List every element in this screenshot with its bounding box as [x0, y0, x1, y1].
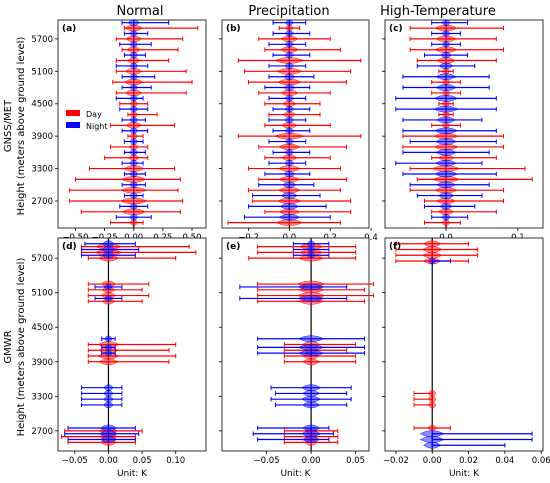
panel-label: (a) [62, 24, 76, 34]
y-tick-label: 4500 [31, 100, 53, 110]
x-tick-label: 0.06 [532, 456, 550, 466]
x-tick-label: 0.02 [459, 456, 478, 466]
panel-label: (e) [226, 242, 240, 252]
legend-day-label: Day [86, 110, 102, 119]
panel-a: −0.50−0.250.000.250.50270033003900450051… [31, 19, 207, 243]
panel-label: (d) [62, 242, 77, 252]
y-tick-label: 5100 [31, 289, 53, 299]
x-tick-label: 0.00 [99, 456, 118, 466]
panel-b: −0.20.00.20.4(b) [219, 19, 378, 243]
y-tick-label: 2700 [31, 427, 53, 437]
y-tick-label: 3300 [31, 165, 53, 175]
y-tick-label: 3300 [31, 392, 53, 402]
x-tick-label: 0.04 [495, 456, 514, 466]
panel-label: (c) [389, 24, 403, 34]
panel-e: −0.05 0.00 0.05 (e) Unit: K [219, 237, 374, 479]
x-tick-label: 0.10 [166, 456, 185, 466]
x-tick-label: 0.05 [133, 456, 152, 466]
column-title-precipitation: Precipitation [248, 4, 329, 19]
y-tick-label: 3900 [31, 358, 53, 368]
x-axis-label: Unit: K [280, 469, 311, 479]
row-label-gmwr: GMWR [3, 330, 14, 363]
x-tick-label: 0.05 [346, 456, 365, 466]
legend: Day Night [66, 110, 108, 131]
panel-label: (f) [389, 242, 401, 252]
row-label-height-bottom: Height (meters above ground level) [16, 258, 27, 437]
legend-night-swatch [66, 122, 80, 128]
column-titles: Normal Precipitation High-Temperature [116, 4, 495, 19]
column-title-high-temperature: High-Temperature [380, 4, 496, 19]
panels: −0.50−0.250.000.250.50270033003900450051… [31, 19, 550, 479]
axes-frame [384, 19, 544, 229]
x-axis-label: Unit: K [449, 469, 480, 479]
column-title-normal: Normal [116, 4, 163, 19]
legend-day-swatch [66, 110, 80, 116]
x-tick-label: 0.4 [364, 233, 378, 243]
y-tick-label: 4500 [31, 323, 53, 333]
panel-label: (b) [226, 24, 241, 34]
x-tick-label: 0.00 [423, 456, 442, 466]
x-tick-label: −0.02 [383, 456, 409, 466]
x-tick-label: −0.05 [62, 456, 88, 466]
axes-frame [384, 237, 544, 452]
y-tick-label: 2700 [31, 197, 53, 207]
row-label-height-top: Height (meters above ground level) [16, 37, 27, 216]
y-tick-label: 5700 [31, 35, 53, 45]
x-axis-label: Unit: K [117, 469, 148, 479]
x-tick-label: 0.00 [302, 456, 321, 466]
x-tick-label: −0.05 [254, 456, 280, 466]
panel-f: −0.02 0.00 0.02 0.04 0.06 (f) Unit: K [382, 237, 550, 479]
y-tick-label: 5100 [31, 67, 53, 77]
panel-d: −0.05 0.00 0.05 0.10 2700 3300 3900 4500 5100 570… [31, 237, 207, 479]
row-labels: GNSS/MET Height (meters above ground lev… [3, 37, 27, 437]
legend-night-label: Night [86, 122, 108, 131]
y-tick-label: 5700 [31, 254, 53, 264]
panel-c: 0.00.1(c) [382, 19, 544, 243]
y-tick-label: 3900 [31, 132, 53, 142]
row-label-gnss-met: GNSS/MET [3, 99, 14, 152]
